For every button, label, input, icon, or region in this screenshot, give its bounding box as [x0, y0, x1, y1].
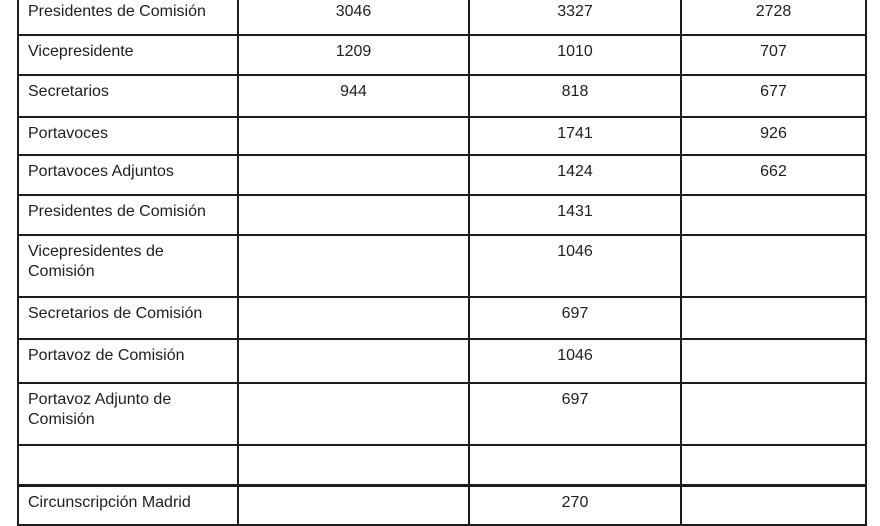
row-value-cell: 270 [468, 483, 682, 526]
row-value-cell [680, 234, 867, 298]
table-row: Secretarios 944 818 677 [17, 74, 867, 118]
row-value-cell: 1431 [468, 194, 682, 236]
row-value-cell [680, 444, 867, 486]
row-value-cell [680, 483, 867, 526]
table-body: Presidentes de Comisión 3046 3327 2728 Vicep… [17, 0, 867, 526]
row-value-cell [237, 382, 470, 446]
row-value-cell: 818 [468, 74, 682, 118]
row-value-cell [237, 154, 470, 196]
row-label-cell: Presidentes de Comisión [17, 194, 239, 236]
row-value-cell: 926 [680, 116, 867, 156]
row-value-cell: 697 [468, 382, 682, 446]
table-row [17, 444, 867, 486]
table-row: Secretarios de Comisión 697 [17, 296, 867, 340]
row-label-cell: Vicepresidente [17, 34, 239, 76]
row-value-cell: 2728 [680, 0, 867, 36]
row-value-cell: 1424 [468, 154, 682, 196]
table-row: Portavoz Adjunto de Comisión 697 [17, 382, 867, 446]
row-label-cell: Secretarios [17, 74, 239, 118]
table-row: Circunscripción Madrid 270 [17, 483, 867, 526]
row-value-cell: 1046 [468, 234, 682, 298]
row-value-cell [468, 444, 682, 486]
row-label-cell: Secretarios de Comisión [17, 296, 239, 340]
row-value-cell: 944 [237, 74, 470, 118]
row-value-cell [237, 338, 470, 384]
row-label-cell: Vicepresidentes de Comisión [17, 234, 239, 298]
row-value-cell [237, 483, 470, 526]
table-row: Vicepresidente 1209 1010 707 [17, 34, 867, 76]
row-label-cell [17, 444, 239, 486]
row-value-cell [237, 194, 470, 236]
table-row: Portavoz de Comisión 1046 [17, 338, 867, 384]
row-label-cell: Circunscripción Madrid [17, 483, 239, 526]
row-value-cell: 1010 [468, 34, 682, 76]
row-value-cell [237, 296, 470, 340]
row-value-cell [680, 338, 867, 384]
row-label-cell: Portavoz Adjunto de Comisión [17, 382, 239, 446]
row-value-cell [237, 234, 470, 298]
row-value-cell: 1741 [468, 116, 682, 156]
document-page: Presidentes de Comisión 3046 3327 2728 Vicep… [17, 0, 867, 526]
row-value-cell: 697 [468, 296, 682, 340]
row-value-cell [680, 296, 867, 340]
row-value-cell: 662 [680, 154, 867, 196]
row-label-cell: Portavoces Adjuntos [17, 154, 239, 196]
row-label-cell: Portavoces [17, 116, 239, 156]
row-value-cell [237, 444, 470, 486]
table-row: Vicepresidentes de Comisión 1046 [17, 234, 867, 298]
row-value-cell: 1209 [237, 34, 470, 76]
row-label-cell: Portavoz de Comisión [17, 338, 239, 384]
row-value-cell: 3046 [237, 0, 470, 36]
table-row: Portavoces Adjuntos 1424 662 [17, 154, 867, 196]
row-value-cell [680, 194, 867, 236]
row-value-cell [237, 116, 470, 156]
table-row: Presidentes de Comisión 3046 3327 2728 [17, 0, 867, 36]
table-row: Portavoces 1741 926 [17, 116, 867, 156]
row-label-cell: Presidentes de Comisión [17, 0, 239, 36]
data-table: Presidentes de Comisión 3046 3327 2728 Vicep… [17, 0, 867, 526]
row-value-cell [680, 382, 867, 446]
row-value-cell: 3327 [468, 0, 682, 36]
table-row: Presidentes de Comisión 1431 [17, 194, 867, 236]
row-value-cell: 1046 [468, 338, 682, 384]
row-value-cell: 707 [680, 34, 867, 76]
row-value-cell: 677 [680, 74, 867, 118]
